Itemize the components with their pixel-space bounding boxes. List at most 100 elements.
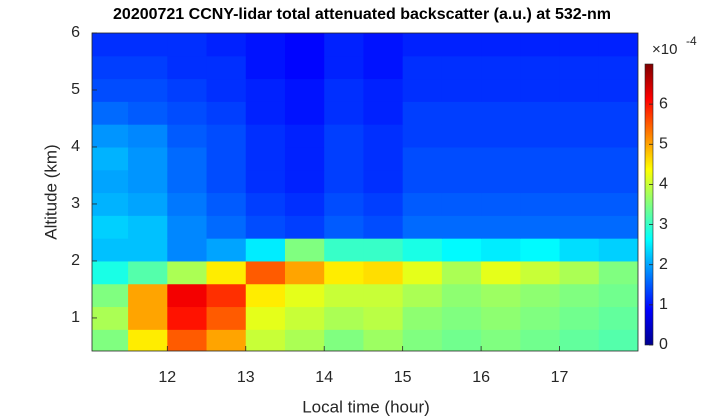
heatmap-cell — [481, 192, 521, 216]
heatmap-cell — [284, 260, 325, 285]
heatmap-cell — [167, 215, 208, 239]
heatmap-cell — [92, 55, 129, 80]
heatmap-cell — [92, 283, 129, 308]
heatmap-cell — [441, 33, 482, 57]
x-axis-label: Local time (hour) — [302, 397, 430, 416]
heatmap-cell — [441, 192, 482, 216]
heatmap-cell — [363, 78, 404, 102]
heatmap-cell — [441, 306, 482, 330]
heatmap-cell — [128, 101, 168, 125]
heatmap-cell — [167, 260, 208, 285]
heatmap-cell — [520, 55, 561, 80]
heatmap-cell — [363, 306, 404, 330]
heatmap-cell — [128, 329, 168, 351]
heatmap-cell — [520, 306, 561, 330]
heatmap-cell — [441, 146, 482, 171]
heatmap-cell — [598, 124, 638, 148]
heatmap-cell — [402, 238, 443, 262]
heatmap-cell — [441, 169, 482, 194]
heatmap-cell — [520, 238, 561, 262]
colorbar-tick-label: 4 — [659, 176, 668, 193]
heatmap-cell — [284, 33, 325, 57]
heatmap-cell — [284, 169, 325, 194]
heatmap-cell — [520, 124, 561, 148]
heatmap-cell — [245, 78, 286, 102]
heatmap-cell — [128, 238, 168, 262]
heatmap-cell — [481, 101, 521, 125]
heatmap-cell — [598, 260, 638, 285]
heatmap-cell — [206, 329, 247, 351]
heatmap-cell — [481, 215, 521, 239]
heatmap-cell — [167, 238, 208, 262]
heatmap-cell — [598, 55, 638, 80]
heatmap-cell — [363, 169, 404, 194]
colorbar-tick-label: 2 — [659, 256, 668, 273]
heatmap-cell — [206, 33, 247, 57]
heatmap-cell — [324, 329, 364, 351]
heatmap-cell — [441, 283, 482, 308]
heatmap-cell — [128, 169, 168, 194]
heatmap-cell — [167, 124, 208, 148]
x-tick-label: 16 — [472, 369, 490, 386]
heatmap-cell — [92, 260, 129, 285]
y-axis-label: Altitude (km) — [41, 144, 60, 239]
colorbar-tick-label: 5 — [659, 136, 668, 153]
heatmap-cell — [206, 215, 247, 239]
heatmap-cell — [206, 283, 247, 308]
heatmap-cell — [441, 124, 482, 148]
heatmap-cell — [481, 146, 521, 171]
heatmap-cell — [284, 306, 325, 330]
heatmap-cell — [402, 215, 443, 239]
heatmap-cell — [167, 306, 208, 330]
heatmap-cell — [128, 78, 168, 102]
heatmap-cell — [598, 78, 638, 102]
heatmap-cell — [598, 146, 638, 171]
heatmap-cell — [559, 329, 600, 351]
heatmap-cell — [167, 78, 208, 102]
heatmap-cell — [598, 329, 638, 351]
heatmap-cell — [598, 33, 638, 57]
heatmap-cell — [559, 146, 600, 171]
heatmap-cell — [559, 283, 600, 308]
heatmap-cell — [402, 78, 443, 102]
heatmap-cell — [402, 329, 443, 351]
heatmap-cell — [441, 215, 482, 239]
heatmap-cell — [559, 238, 600, 262]
colorbar-tick-label: 1 — [659, 296, 668, 313]
heatmap-cell — [559, 169, 600, 194]
heatmap-cell — [559, 192, 600, 216]
heatmap-cell — [284, 329, 325, 351]
heatmap-cell — [92, 146, 129, 171]
x-tick-label: 12 — [158, 369, 176, 386]
heatmap-cell — [324, 146, 364, 171]
heatmap-cell — [128, 306, 168, 330]
heatmap-cell — [324, 78, 364, 102]
heatmap-cell — [324, 283, 364, 308]
heatmap-cell — [481, 260, 521, 285]
heatmap-cell — [481, 169, 521, 194]
heatmap-cell — [481, 55, 521, 80]
heatmap-cell — [559, 306, 600, 330]
y-tick-label: 4 — [71, 138, 80, 155]
heatmap-cell — [167, 329, 208, 351]
heatmap-cell — [363, 260, 404, 285]
heatmap-cell — [441, 55, 482, 80]
heatmap-cell — [598, 306, 638, 330]
heatmap-cell — [92, 101, 129, 125]
heatmap-cell — [402, 146, 443, 171]
heatmap-cell — [128, 283, 168, 308]
heatmap-cell — [206, 78, 247, 102]
heatmap-cell — [324, 169, 364, 194]
heatmap-cell — [402, 260, 443, 285]
heatmap-cell — [520, 33, 561, 57]
heatmap-cell — [245, 169, 286, 194]
heatmap-cell — [520, 260, 561, 285]
heatmap-cell — [245, 260, 286, 285]
heatmap-cell — [363, 329, 404, 351]
heatmap-cell — [324, 33, 364, 57]
heatmap-cell — [481, 283, 521, 308]
heatmap-cell — [92, 238, 129, 262]
heatmap-cell — [402, 55, 443, 80]
heatmap-cell — [559, 260, 600, 285]
heatmap-cell — [324, 192, 364, 216]
